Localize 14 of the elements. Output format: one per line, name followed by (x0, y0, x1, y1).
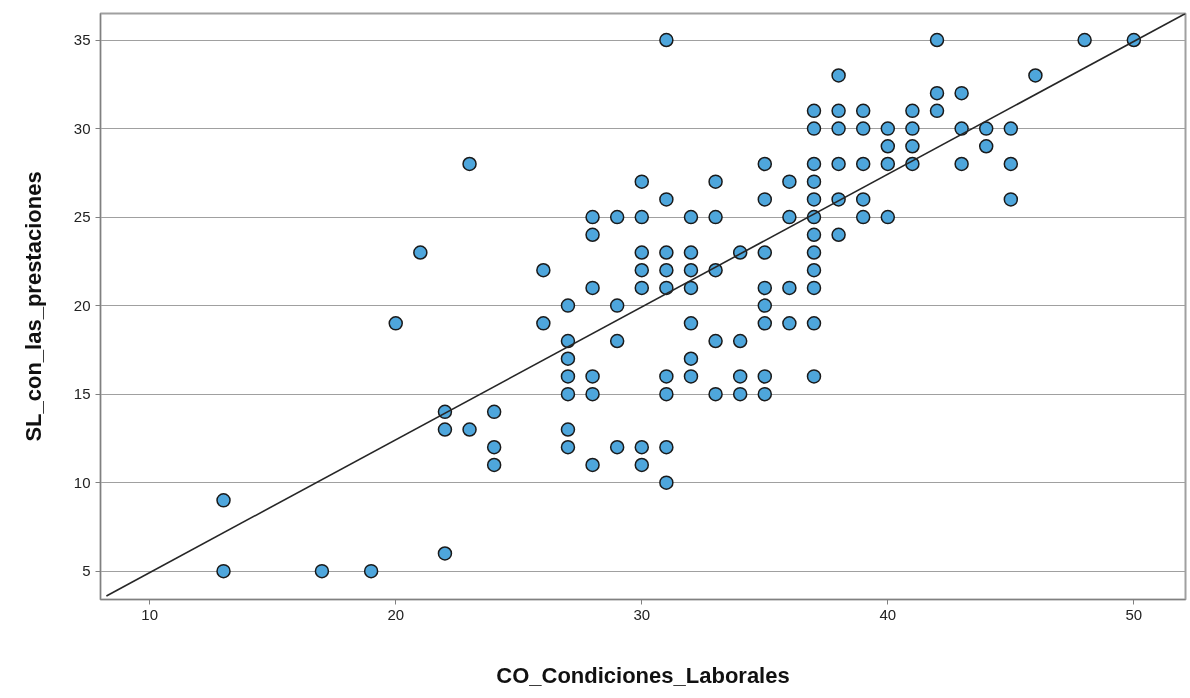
y-tick-label: 30 (73, 119, 91, 137)
x-tick-label: 30 (633, 605, 651, 623)
y-tick-label: 10 (73, 473, 91, 491)
x-tick-label: 20 (387, 605, 405, 623)
y-tick-label: 25 (73, 208, 91, 226)
y-axis-title: SL_con_las_prestaciones (20, 171, 46, 442)
y-tick-label: 5 (82, 562, 91, 580)
x-tick-label: 50 (1125, 605, 1143, 623)
x-tick-label: 10 (141, 605, 159, 623)
x-axis-title: CO_Condiciones_Laborales (496, 662, 790, 688)
y-tick-label: 20 (73, 296, 91, 314)
x-tick-label: 40 (879, 605, 897, 623)
y-tick-label: 35 (73, 31, 91, 49)
y-tick-label: 15 (73, 385, 91, 403)
